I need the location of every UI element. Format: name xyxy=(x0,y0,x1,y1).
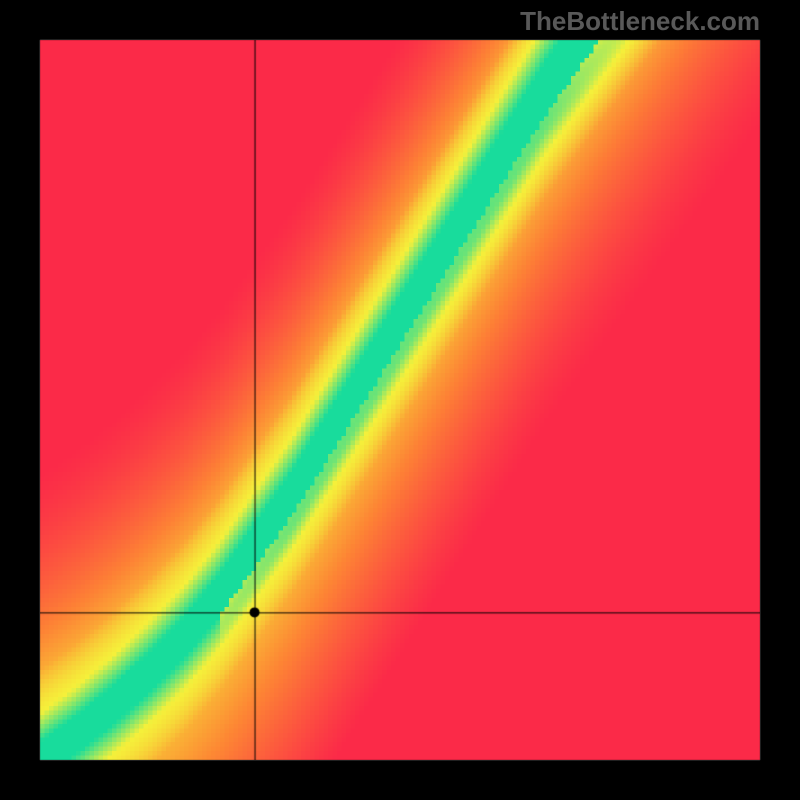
watermark-text: TheBottleneck.com xyxy=(520,6,760,37)
chart-container: TheBottleneck.com xyxy=(0,0,800,800)
chart-frame xyxy=(0,0,800,800)
